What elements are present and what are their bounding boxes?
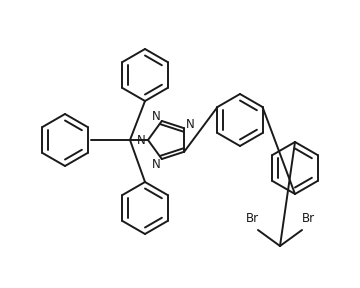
Text: N: N [152,158,160,170]
Text: Br: Br [301,212,315,225]
Text: Br: Br [246,212,258,225]
Text: N: N [137,134,145,147]
Text: N: N [186,118,194,131]
Text: N: N [152,111,160,124]
